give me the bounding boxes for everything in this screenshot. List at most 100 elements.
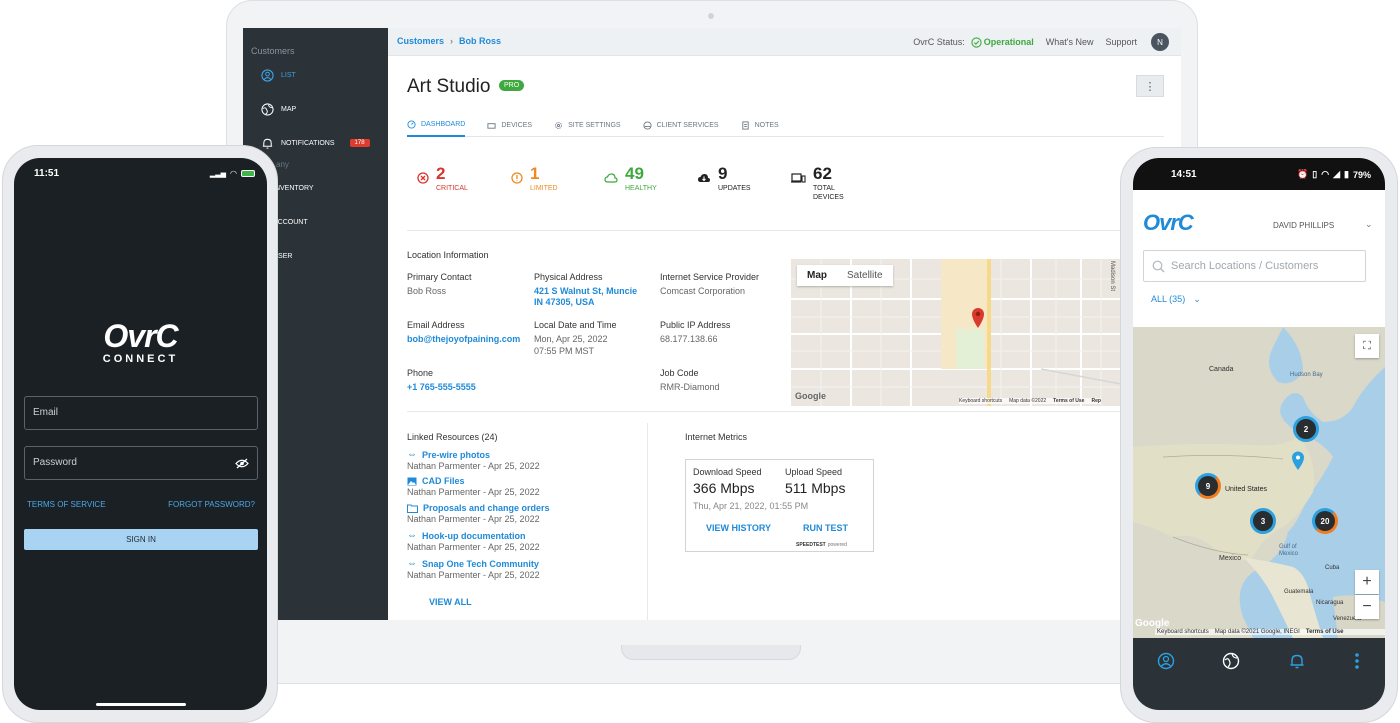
map-type-map[interactable]: Map <box>807 270 827 281</box>
left-phone-screen: 11:51 ▂▃▅ ◠ OvrC CONNECT Email Password … <box>14 158 267 710</box>
download-speed-label: Download Speed <box>693 467 762 477</box>
run-test-button[interactable]: RUN TEST <box>803 523 848 533</box>
physical-address-line2[interactable]: IN 47305, USA <box>534 297 595 307</box>
sidebar-item-user[interactable]: USER <box>273 246 292 266</box>
status-bar <box>1133 158 1385 190</box>
breadcrumb-customers[interactable]: Customers <box>397 36 445 46</box>
globe-icon[interactable] <box>1222 652 1240 670</box>
gear-icon <box>555 121 562 129</box>
stat-label: HEALTHY <box>625 185 657 192</box>
physical-address-line1[interactable]: 421 S Walnut St, Muncie <box>534 286 638 296</box>
linked-resource-link[interactable]: Pre-wire photos <box>422 449 491 460</box>
more-options-button[interactable]: ⋮ <box>1136 75 1164 97</box>
customer-map[interactable]: Canada Hudson Bay United States Gulf of M… <box>1133 327 1385 638</box>
map-terms-link[interactable]: Terms of Use <box>1053 398 1085 404</box>
chevron-down-icon[interactable]: ⌄ <box>1365 219 1373 229</box>
map-keyboard-shortcuts[interactable]: Keyboard shortcuts <box>959 398 1003 404</box>
stat-critical[interactable]: 2 CRITICAL <box>417 164 468 193</box>
map-cluster-marker[interactable]: 3 <box>1250 508 1276 534</box>
linked-resource-link[interactable]: Snap One Tech Community <box>422 558 539 569</box>
linked-resource-item: CAD Files Nathan Parmenter - Apr 25, 202… <box>407 476 540 497</box>
password-field[interactable]: Password <box>24 446 258 480</box>
physical-address-label: Physical Address <box>534 272 603 282</box>
support-link[interactable]: Support <box>1105 37 1137 47</box>
tab-notes[interactable]: NOTES <box>741 113 779 137</box>
stat-number: 62 <box>813 164 832 183</box>
filter-dropdown[interactable]: ALL (35) ⌄ <box>1151 294 1201 305</box>
avatar[interactable]: N <box>1151 33 1169 51</box>
map-cluster-marker[interactable]: 20 <box>1312 508 1338 534</box>
map-landmass <box>1133 327 1385 638</box>
home-indicator <box>96 703 186 706</box>
status-value[interactable]: Operational <box>971 36 1034 48</box>
sidebar-item-map[interactable]: MAP <box>261 99 296 119</box>
eye-off-icon[interactable] <box>235 458 249 469</box>
map-label-gulf: Gulf of Mexico <box>1279 544 1298 558</box>
terms-of-service-link[interactable]: TERMS OF SERVICE <box>27 500 106 509</box>
stat-limited[interactable]: 1 LIMITED <box>511 164 558 193</box>
tab-label: NOTES <box>754 121 779 129</box>
email-field[interactable]: Email <box>24 396 258 430</box>
whats-new-link[interactable]: What's New <box>1045 37 1094 47</box>
breadcrumb-current[interactable]: Bob Ross <box>459 36 502 46</box>
tab-dashboard[interactable]: DASHBOARD <box>407 113 466 137</box>
tab-label: SITE SETTINGS <box>568 121 621 129</box>
critical-icon <box>417 172 429 184</box>
stat-healthy[interactable]: 49 HEALTHY <box>604 164 657 193</box>
sidebar-item-notifications[interactable]: NOTIFICATIONS 178 <box>261 133 370 153</box>
google-logo: Google <box>795 391 826 401</box>
tab-site-settings[interactable]: SITE SETTINGS <box>554 113 621 137</box>
map-cluster-marker[interactable]: 2 <box>1293 416 1319 442</box>
phone-link[interactable]: +1 765-555-5555 <box>407 382 476 392</box>
sidebar-item-list[interactable]: LIST <box>261 65 296 85</box>
status-value-text: Operational <box>983 37 1034 47</box>
notification-count-badge: 178 <box>349 139 370 147</box>
linked-resource-meta: Nathan Parmenter - Apr 25, 2022 <box>407 461 540 471</box>
linked-resource-item: ⇔ Hook-up documentation Nathan Parmenter… <box>407 530 540 552</box>
stat-label: TOTAL DEVICES <box>813 185 844 201</box>
fullscreen-button[interactable]: ⛶ <box>1355 334 1379 358</box>
tab-label: CLIENT SERVICES <box>656 121 719 129</box>
tab-devices[interactable]: DEVICES <box>487 113 532 137</box>
password-placeholder: Password <box>33 457 77 468</box>
map-report-link[interactable]: Rep <box>1091 398 1101 404</box>
map-type-satellite[interactable]: Satellite <box>847 270 883 281</box>
view-history-button[interactable]: VIEW HISTORY <box>706 523 772 533</box>
zoom-in-button[interactable]: + <box>1355 570 1379 594</box>
email-link[interactable]: bob@thejoyofpaining.com <box>407 334 521 344</box>
primary-contact-label: Primary Contact <box>407 272 472 282</box>
map-pin-icon[interactable] <box>1291 451 1305 471</box>
search-input[interactable]: Search Locations / Customers <box>1143 250 1366 282</box>
sidebar-item-account[interactable]: ACCOUNT <box>273 212 308 232</box>
section-divider <box>407 230 1164 231</box>
more-vertical-icon[interactable] <box>1353 652 1361 670</box>
search-icon <box>1152 260 1165 272</box>
linked-resource-link[interactable]: Proposals and change orders <box>423 503 550 513</box>
map-data-credit: Map data ©2022 <box>1009 398 1047 404</box>
bell-icon[interactable] <box>1288 652 1306 670</box>
zoom-out-button[interactable]: − <box>1355 595 1379 619</box>
map-terms-link[interactable]: Terms of Use <box>1305 629 1344 635</box>
linked-resource-meta: Nathan Parmenter - Apr 25, 2022 <box>407 542 540 552</box>
user-circle-icon[interactable] <box>1157 652 1175 670</box>
tab-client-services[interactable]: CLIENT SERVICES <box>643 113 719 137</box>
stat-updates[interactable]: 9 UPDATES <box>697 164 751 193</box>
top-bar: Customers › Bob Ross OvrC Status: Operatio… <box>388 28 1181 56</box>
linked-resource-link[interactable]: CAD Files <box>422 476 465 486</box>
map-pin-icon[interactable] <box>971 307 985 329</box>
forgot-password-link[interactable]: FORGOT PASSWORD? <box>168 500 255 509</box>
map-keyboard-shortcuts[interactable]: Keyboard shortcuts <box>1157 629 1209 635</box>
map-cluster-marker[interactable]: 9 <box>1195 473 1221 499</box>
dashboard-icon <box>407 119 416 129</box>
linked-resource-link[interactable]: Hook-up documentation <box>422 530 526 541</box>
user-menu[interactable]: DAVID PHILLIPS <box>1273 221 1335 230</box>
map-label-nicaragua: Nicaragua <box>1316 600 1344 606</box>
linked-resource-meta: Nathan Parmenter - Apr 25, 2022 <box>407 514 540 524</box>
cloud-icon <box>604 173 618 183</box>
linked-resource-item: ⇔ Pre-wire photos Nathan Parmenter - Apr… <box>407 449 540 471</box>
view-all-button[interactable]: VIEW ALL <box>429 597 472 607</box>
location-map[interactable]: Map Satellite Madison St Google Keyboard… <box>791 259 1121 406</box>
sign-in-button[interactable]: SIGN IN <box>24 529 258 550</box>
stat-total-devices[interactable]: 62 TOTAL DEVICES <box>791 164 853 202</box>
sidebar-item-inventory[interactable]: INVENTORY <box>273 178 314 198</box>
